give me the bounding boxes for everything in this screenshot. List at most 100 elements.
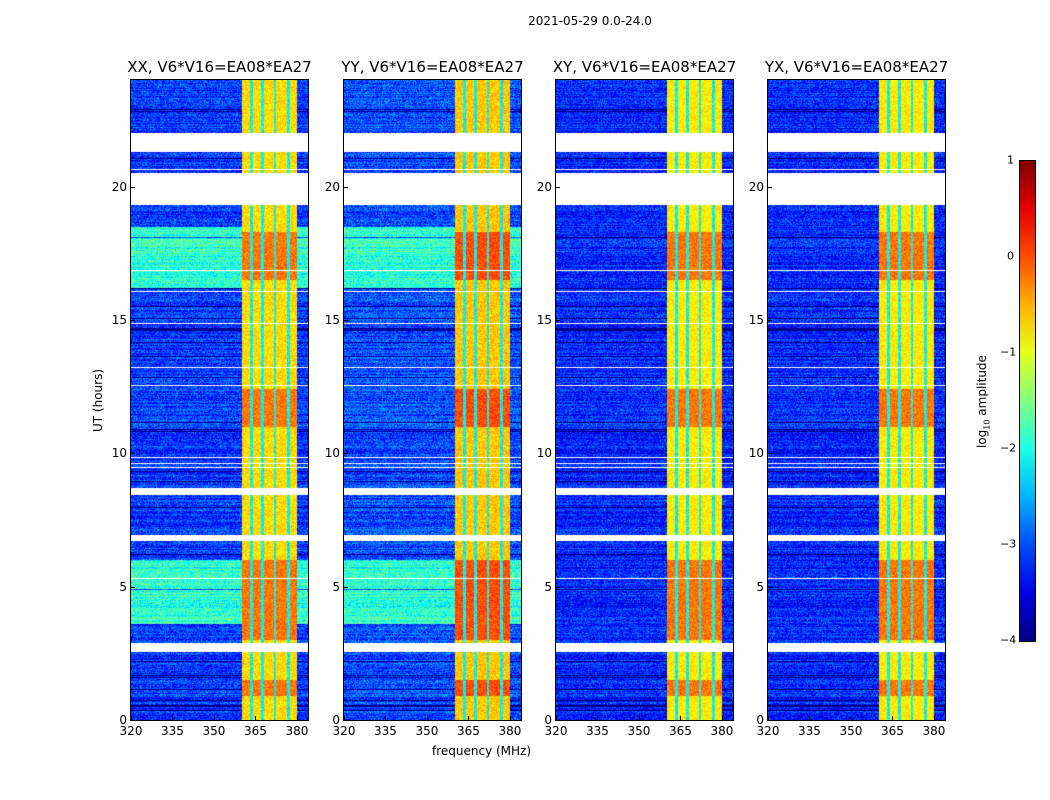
y-tick-label: 10 <box>748 446 764 461</box>
y-tick-mark <box>131 453 135 455</box>
x-tick-mark <box>768 716 769 720</box>
x-tick-label: 365 <box>244 724 267 738</box>
y-tick-mark <box>131 320 135 321</box>
x-tick-label: 350 <box>839 724 863 738</box>
x-tick-mark <box>892 716 894 720</box>
spectrogram-image <box>556 80 733 720</box>
x-tick-mark <box>131 716 132 720</box>
y-tick-label: 5 <box>756 579 764 594</box>
y-tick-label: 20 <box>748 179 764 194</box>
y-tick-label: 15 <box>536 313 552 327</box>
y-tick-mark <box>344 453 348 455</box>
colorbar <box>1019 160 1036 642</box>
colorbar-tick-label: −4 <box>1000 633 1017 647</box>
colorbar-tick-label: 1 <box>1007 153 1014 167</box>
y-tick-label: 20 <box>111 179 127 194</box>
y-tick-mark <box>344 720 348 721</box>
x-tick-mark <box>809 716 811 720</box>
x-tick-label: 380 <box>285 724 309 738</box>
x-tick-mark <box>255 716 257 720</box>
y-tick-mark <box>768 320 772 321</box>
y-tick-label: 15 <box>324 313 340 327</box>
y-tick-label: 15 <box>111 313 127 327</box>
spectrogram-image <box>131 80 308 720</box>
x-tick-label: 380 <box>498 724 522 738</box>
x-tick-label: 350 <box>627 724 651 738</box>
y-tick-label: 0 <box>756 713 764 727</box>
x-tick-mark <box>933 716 935 720</box>
y-tick-mark <box>131 186 135 188</box>
x-tick-mark <box>426 716 428 720</box>
x-tick-label: 365 <box>457 724 480 738</box>
x-tick-mark <box>468 716 470 720</box>
x-tick-mark <box>385 716 387 720</box>
y-tick-mark <box>768 453 772 455</box>
colorbar-tick-label: −3 <box>1000 537 1017 551</box>
x-tick-mark <box>296 716 298 720</box>
y-tick-mark <box>556 453 560 455</box>
x-tick-mark <box>172 716 174 720</box>
x-tick-label: 320 <box>119 724 143 738</box>
y-axis-label: UT (hours) <box>91 368 105 432</box>
y-tick-mark <box>344 186 348 188</box>
spectrogram-panel <box>130 79 309 721</box>
y-tick-label: 0 <box>544 713 552 727</box>
y-tick-mark <box>556 186 560 188</box>
x-tick-label: 335 <box>161 724 184 738</box>
y-tick-label: 5 <box>119 579 127 594</box>
x-tick-label: 320 <box>544 724 568 738</box>
y-tick-label: 0 <box>332 713 340 727</box>
spectrogram-image <box>768 80 945 720</box>
y-tick-label: 20 <box>324 179 340 194</box>
y-tick-mark <box>556 720 560 721</box>
y-tick-mark <box>344 320 348 321</box>
panel-title: XX, V6*V16=EA08*EA27 <box>127 58 312 76</box>
panel-title: YY, V6*V16=EA08*EA27 <box>341 58 524 76</box>
x-tick-label: 365 <box>881 724 904 738</box>
spectrogram-image <box>344 80 521 720</box>
y-tick-mark <box>131 720 135 721</box>
figure-title: 2021-05-29 0.0-24.0 <box>528 14 652 28</box>
x-tick-mark <box>597 716 599 720</box>
y-tick-mark <box>768 586 772 588</box>
panel-title: XY, V6*V16=EA08*EA27 <box>552 58 737 76</box>
y-tick-label: 5 <box>544 579 552 594</box>
y-tick-mark <box>556 586 560 588</box>
x-tick-label: 320 <box>332 724 356 738</box>
x-tick-mark <box>638 716 640 720</box>
x-tick-mark <box>680 716 682 720</box>
spectrogram-panel <box>555 79 734 721</box>
x-tick-label: 350 <box>415 724 439 738</box>
x-tick-mark <box>509 716 511 720</box>
x-tick-mark <box>556 716 557 720</box>
y-tick-mark <box>131 586 135 588</box>
x-tick-mark <box>850 716 852 720</box>
y-tick-mark <box>768 186 772 188</box>
x-tick-label: 335 <box>798 724 821 738</box>
colorbar-tick-label: 0 <box>1007 249 1014 263</box>
x-tick-label: 320 <box>756 724 780 738</box>
y-tick-label: 15 <box>748 313 764 327</box>
spectrogram-panel <box>343 79 522 721</box>
spectrogram-panel <box>767 79 946 721</box>
colorbar-tick-label: −1 <box>1000 345 1017 359</box>
x-tick-mark <box>721 716 723 720</box>
colorbar-tick-label: −2 <box>1000 441 1017 455</box>
x-tick-label: 380 <box>922 724 946 738</box>
x-axis-label: frequency (MHz) <box>432 744 532 758</box>
y-tick-label: 10 <box>111 446 127 461</box>
y-tick-label: 20 <box>536 179 552 194</box>
x-tick-label: 335 <box>586 724 609 738</box>
colorbar-label: log10 amplitude <box>975 355 992 448</box>
y-tick-mark <box>344 586 348 588</box>
x-tick-label: 380 <box>710 724 734 738</box>
x-tick-label: 335 <box>374 724 397 738</box>
x-tick-label: 365 <box>669 724 692 738</box>
x-tick-label: 350 <box>202 724 226 738</box>
y-tick-label: 10 <box>536 446 552 461</box>
x-tick-mark <box>213 716 215 720</box>
y-tick-mark <box>768 720 772 721</box>
x-tick-mark <box>344 716 345 720</box>
y-tick-label: 5 <box>332 579 340 594</box>
